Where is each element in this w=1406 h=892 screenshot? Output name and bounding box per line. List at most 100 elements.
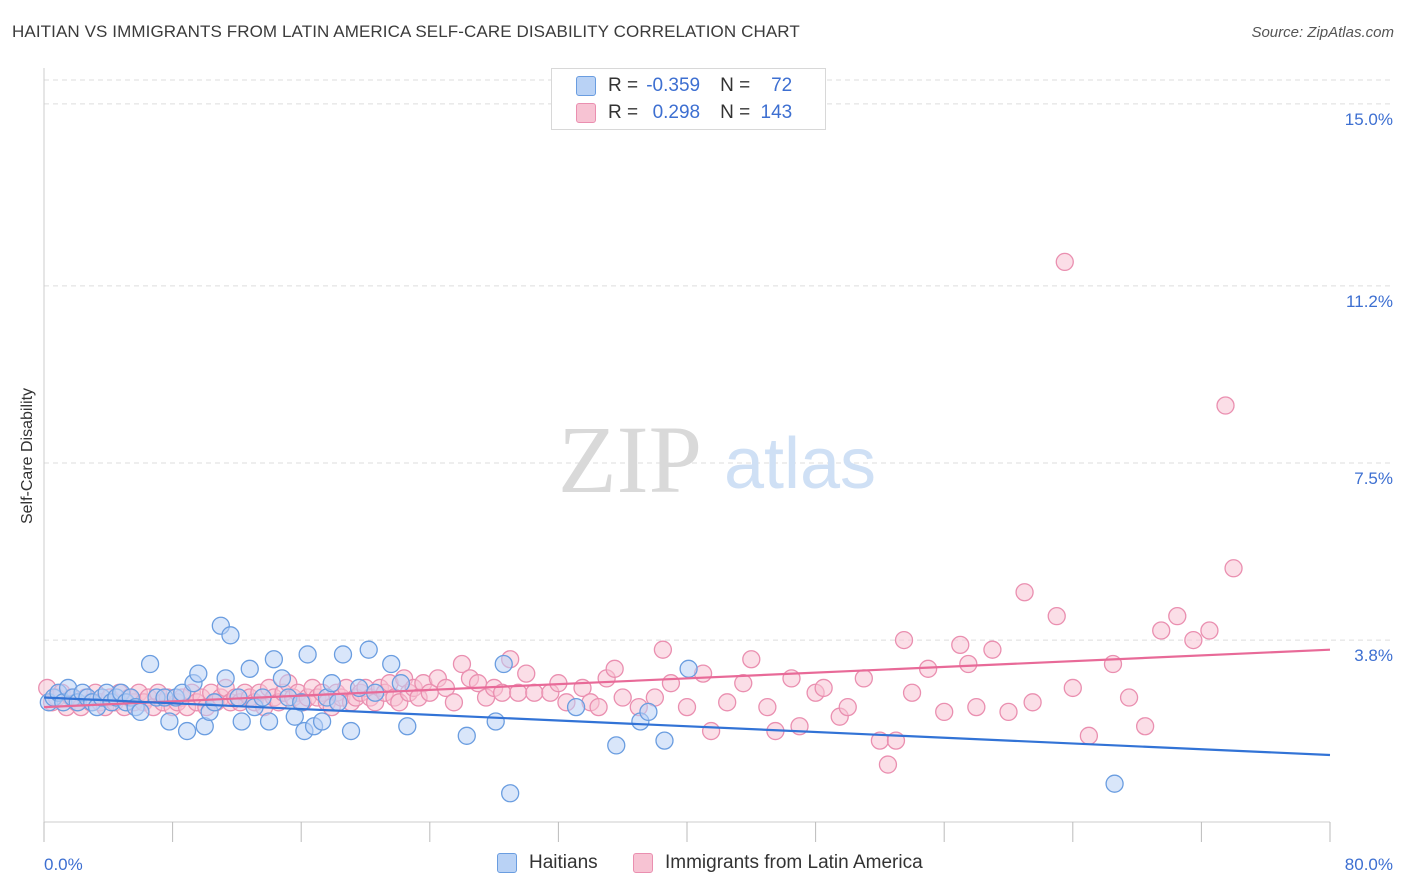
latin-america-point xyxy=(1224,559,1243,578)
haitian-point xyxy=(607,736,626,755)
y-tick-label: 7.5% xyxy=(1354,469,1393,488)
haitian-point xyxy=(679,659,698,678)
latin-america-point xyxy=(999,702,1018,722)
haitian-point xyxy=(494,654,513,674)
haitian-point xyxy=(1105,774,1124,793)
legend-label-haitians: Haitians xyxy=(529,852,598,873)
legend-item-haitians[interactable]: Haitians xyxy=(497,852,598,874)
latin-america-point xyxy=(1047,607,1066,626)
haitian-point xyxy=(264,650,284,669)
latin-america-point xyxy=(959,654,978,674)
haitian-point xyxy=(359,640,378,659)
latin-america-point xyxy=(1119,688,1139,707)
haitian-point xyxy=(240,659,259,678)
latin-america-point xyxy=(758,697,777,717)
legend-label-latin-america: Immigrants from Latin America xyxy=(665,852,923,873)
y-tick-labels: 3.8% 7.5% 11.2% 15.0% xyxy=(1345,110,1393,665)
latin-america-point xyxy=(878,755,898,774)
legend-item-latin-america[interactable]: Immigrants from Latin America xyxy=(633,852,923,874)
latin-america-point xyxy=(589,697,608,717)
haitian-point xyxy=(232,712,251,731)
latin-america-point xyxy=(1023,693,1042,712)
legend-swatch-blue xyxy=(497,853,517,873)
haitian-point xyxy=(259,712,279,731)
latin-america-point xyxy=(1152,621,1171,640)
latin-america-point xyxy=(734,674,753,693)
haitian-point xyxy=(221,626,240,645)
latin-america-point xyxy=(1216,396,1235,415)
haitian-point xyxy=(205,693,224,712)
latin-america-point xyxy=(1168,607,1187,626)
n-label: N = xyxy=(720,75,751,96)
x-tick-label: 0.0% xyxy=(44,855,83,874)
latin-america-point xyxy=(894,630,914,650)
watermark-atlas: atlas xyxy=(724,424,876,504)
haitian-point xyxy=(655,731,674,750)
n-value: 143 xyxy=(760,102,793,123)
haitian-point xyxy=(131,702,150,722)
latin-america-point xyxy=(1063,678,1082,698)
n-label: N = xyxy=(720,102,751,123)
correlation-legend: R = -0.359 N = 72 R = 0.298 N = 143 xyxy=(551,68,826,130)
latin-america-point xyxy=(983,640,1002,659)
latin-america-point xyxy=(1200,621,1219,640)
series-legend: Haitians Immigrants from Latin America xyxy=(0,852,1406,878)
haitian-point xyxy=(501,784,520,803)
watermark-zip: ZIP xyxy=(558,406,702,513)
haitian-point xyxy=(216,669,235,688)
legend-swatch-pink xyxy=(633,853,653,873)
latin-america-point xyxy=(718,693,737,712)
latin-america-point xyxy=(605,659,624,678)
latin-america-point xyxy=(661,674,681,693)
latin-america-point xyxy=(613,688,632,707)
haitian-point xyxy=(333,645,353,664)
latin-america-point xyxy=(452,654,472,674)
legend-row-latin-america: R = 0.298 N = 143 xyxy=(576,101,792,125)
latin-america-trend-line xyxy=(43,648,1331,709)
latin-america-point xyxy=(701,721,721,741)
chart-title: HAITIAN VS IMMIGRANTS FROM LATIN AMERICA… xyxy=(12,22,800,41)
latin-america-point xyxy=(838,697,857,717)
haitian-point xyxy=(292,693,311,712)
haitian-point xyxy=(322,674,341,693)
haitian-point xyxy=(457,726,476,745)
latin-america-point xyxy=(1079,726,1099,745)
y-tick-label: 3.8% xyxy=(1354,646,1393,665)
haitian-point xyxy=(329,693,348,712)
series-haitians-points xyxy=(39,616,1124,803)
legend-swatch-pink xyxy=(576,103,596,123)
r-value: -0.359 xyxy=(646,75,701,96)
r-value: 0.298 xyxy=(652,102,701,123)
latin-america-point xyxy=(814,678,833,698)
y-tick-label: 11.2% xyxy=(1346,292,1393,311)
haitian-point xyxy=(160,712,179,731)
trend-lines xyxy=(43,648,1331,757)
haitian-point xyxy=(398,717,417,736)
latin-america-point xyxy=(444,693,464,712)
haitian-point xyxy=(391,674,411,693)
latin-america-point xyxy=(1184,630,1203,650)
haitian-point xyxy=(272,669,292,688)
y-tick-label: 15.0% xyxy=(1345,110,1393,129)
latin-america-point xyxy=(525,683,544,702)
latin-america-point xyxy=(1015,583,1034,602)
haitian-point xyxy=(140,654,160,674)
haitian-point xyxy=(312,712,332,731)
r-label: R = xyxy=(608,102,639,123)
latin-america-point xyxy=(935,702,954,722)
x-tick-labels: 0.0% 80.0% xyxy=(44,855,1393,874)
haitian-point xyxy=(177,721,197,741)
haitians-trend-line xyxy=(43,696,1331,757)
latin-america-point xyxy=(967,697,986,717)
haitian-point xyxy=(486,712,505,731)
haitian-point xyxy=(382,654,401,674)
x-tick-label: 80.0% xyxy=(1345,855,1393,874)
n-value: 72 xyxy=(771,75,793,96)
latin-america-point xyxy=(1055,252,1074,272)
latin-america-point xyxy=(951,635,970,655)
haitian-point xyxy=(298,645,317,664)
latin-america-point xyxy=(902,683,922,702)
haitian-point xyxy=(566,697,586,717)
source-label: Source: ZipAtlas.com xyxy=(1251,24,1394,41)
